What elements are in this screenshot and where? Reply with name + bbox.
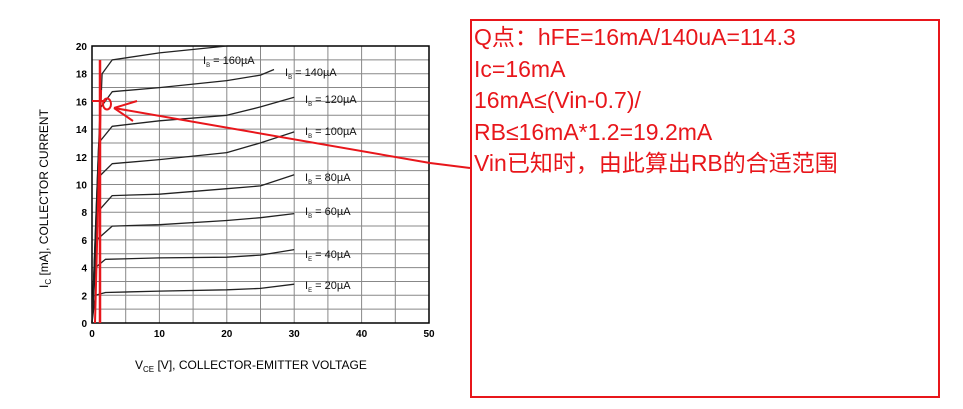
- y-tick-label: 4: [81, 264, 87, 275]
- arrowhead-lower: [113, 107, 134, 122]
- y-tick-label: 16: [76, 97, 88, 108]
- curve-label: IB = 160µA: [203, 55, 255, 69]
- y-tick-label: 6: [81, 236, 87, 247]
- note-line-2: Ic=16mA: [474, 55, 566, 82]
- y-axis-label: IC [mA], COLLECTOR CURRENT: [37, 108, 53, 288]
- red-annotations: [92, 19, 940, 398]
- arrowhead-upper: [113, 100, 138, 109]
- note-box: [470, 19, 940, 398]
- curve-label: IB = 100µA: [305, 126, 357, 140]
- plot-frame: [91, 45, 430, 324]
- axes: 0 10 20 30 40 50 0 2 4 6 8 10 12 14 16 18 20 VCE [V], COL…: [37, 42, 435, 374]
- note-line-1: Q点：hFE=16mA/140uA=114.3: [474, 24, 796, 50]
- grid: [91, 45, 430, 324]
- note-line-3: 16mA≤(Vin-0.7)/: [474, 87, 641, 113]
- curve-line: [91, 68, 275, 324]
- x-tick-label: 30: [289, 329, 301, 340]
- x-tick-label: 40: [356, 329, 368, 340]
- x-tick-label: 50: [423, 329, 435, 340]
- y-tick-label: 8: [81, 208, 87, 219]
- curve-label: IB = 120µA: [305, 94, 357, 108]
- y-tick-label: 0: [81, 319, 87, 330]
- x-tick-label: 10: [154, 329, 166, 340]
- y-tick-label: 20: [76, 42, 88, 53]
- note-line-5: Vin已知时，由此算出RB的合适范围: [474, 150, 838, 176]
- y-tick-label: 14: [76, 125, 88, 136]
- pointer-line: [113, 107, 471, 169]
- curve-label: IB = 60µA: [305, 206, 351, 220]
- curve-label: IB = 140µA: [285, 67, 337, 81]
- curve-label: IB = 80µA: [305, 172, 351, 186]
- x-tick-label: 20: [221, 329, 233, 340]
- y-tick-label: 12: [76, 153, 88, 164]
- curve-labels: IE = 20µA IE = 40µA IB = 60µA IB = 80µA IB =…: [203, 55, 357, 294]
- q-point-note: Q点：hFE=16mA/140uA=114.3 Ic=16mA 16mA≤(Vi…: [474, 22, 934, 180]
- q-point-circle: [102, 97, 112, 111]
- x-tick-label: 0: [89, 329, 95, 340]
- y-tick-label: 2: [81, 291, 87, 302]
- curve-label: IE = 20µA: [305, 280, 351, 294]
- curve-label: IE = 40µA: [305, 249, 351, 263]
- y-tick-label: 18: [76, 70, 88, 81]
- y-tick-label: 10: [76, 181, 88, 192]
- red-slope-line: [94, 89, 102, 324]
- x-axis-label: VCE [V], COLLECTOR-EMITTER VOLTAGE: [135, 358, 367, 374]
- note-line-4: RB≤16mA*1.2=19.2mA: [474, 118, 713, 145]
